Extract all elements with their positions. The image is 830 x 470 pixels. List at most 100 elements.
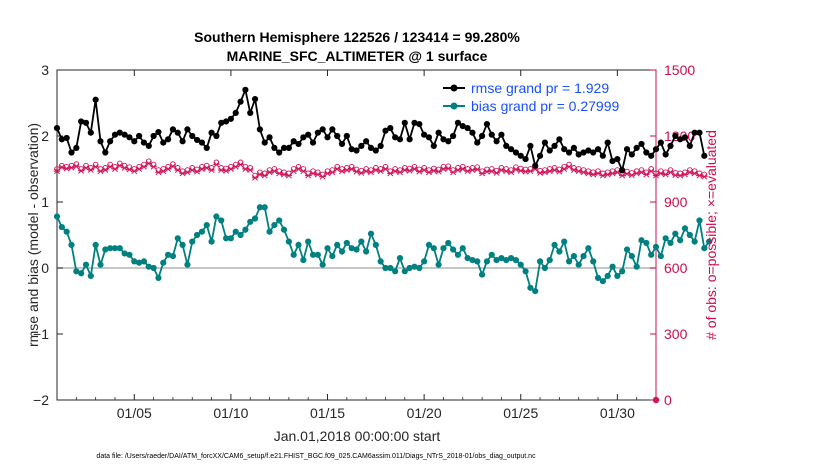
rmse-point [121,131,128,138]
rmse-point [150,132,157,140]
obs-evaluated-marker [198,166,206,172]
bias-point [681,225,689,232]
bias-point [416,264,423,272]
rmse-point [160,139,167,146]
bias-point [198,228,206,235]
bias-point [580,253,587,260]
obs-evaluated-marker [242,166,249,172]
bias-point [102,246,109,253]
rmse-point [131,138,138,145]
obs-evaluated-marker [102,166,109,173]
rmse-point [512,149,520,156]
obs-evaluated-marker [474,166,481,173]
obs-evaluated-marker [643,171,650,178]
obs-evaluated-marker [362,168,370,175]
x-tick-label: 01/30 [600,405,635,421]
rmse-point [493,138,500,145]
rmse-point [585,147,592,154]
rmse-point [319,126,326,133]
obs-count-series [53,158,708,404]
bias-point [387,264,394,272]
bias-point [107,245,114,252]
x-tick-label: 01/20 [407,405,442,421]
rmse-point [469,129,476,136]
bias-point [512,256,520,264]
bias-point [92,241,99,248]
obs-evaluated-marker [324,170,331,177]
rmse-point [300,134,307,141]
bias-point [623,246,631,253]
rmse-point [126,134,133,141]
legend-rmse-marker [450,84,458,92]
x-tick-label: 01/05 [117,405,152,421]
bias-point [392,268,399,275]
obs-evaluated-marker [77,167,85,174]
bias-point [483,258,491,265]
bias-point [445,239,452,247]
bias-point [604,272,611,280]
rmse-point [78,118,85,125]
legend-bias-marker [450,102,458,110]
obs-evaluated-marker [218,167,225,174]
bias-point [165,251,172,258]
rmse-point [416,121,423,128]
plot-area [56,69,657,401]
bias-point [696,217,703,224]
rmse-point [396,136,404,143]
rmse-point [392,134,399,141]
obs-evaluated-marker [276,170,283,177]
rmse-point [208,129,215,136]
y-left-tick-label: 2 [41,128,49,144]
bias-point [174,235,181,242]
rmse-point [536,152,544,159]
rmse-point [198,139,206,146]
obs-evaluated-marker [300,168,307,175]
rmse-point [474,139,481,146]
bias-point [280,226,288,233]
obs-evaluated-marker [546,168,553,175]
obs-evaluated-marker [174,167,181,174]
bias-point [522,268,529,275]
bias-point [353,246,360,253]
obs-evaluated-marker [536,170,544,176]
rmse-point [614,156,621,163]
bias-point [527,284,534,291]
bias-point [242,226,249,233]
obs-evaluated-marker [604,171,611,178]
bias-point [536,258,544,265]
bias-point [396,255,404,262]
y-right-tick-label: 900 [664,194,688,210]
obs-evaluated-marker [251,174,259,181]
bias-point [261,204,268,211]
bias-point [121,250,128,257]
bias-point [619,268,626,275]
rmse-point [556,136,563,143]
y-right-tick-label: 600 [664,260,688,276]
bias-point [614,272,621,280]
obs-evaluated-marker [145,160,152,167]
bias-point [305,238,312,245]
obs-evaluated-marker [348,166,355,172]
bias-point [503,256,510,264]
bias-point [82,261,90,268]
rmse-point [363,138,370,145]
bias-point [300,256,307,264]
bias-point [701,245,708,252]
rmse-point [387,124,394,132]
bias-point [382,264,389,272]
bias-point [643,239,650,247]
bias-point [377,258,384,265]
bias-point [541,264,548,272]
bias-point [440,245,447,252]
y-right-tick-label: 300 [664,326,688,342]
rmse-series [53,86,708,174]
obs-evaluated-marker [585,170,592,177]
bias-point [136,259,143,266]
rmse-point [677,136,684,143]
rmse-point [498,131,505,138]
rmse-point [575,151,582,158]
bias-point [222,235,230,242]
obs-evaluated-marker [155,169,162,176]
rmse-point [169,126,177,133]
rmse-point [295,140,302,148]
